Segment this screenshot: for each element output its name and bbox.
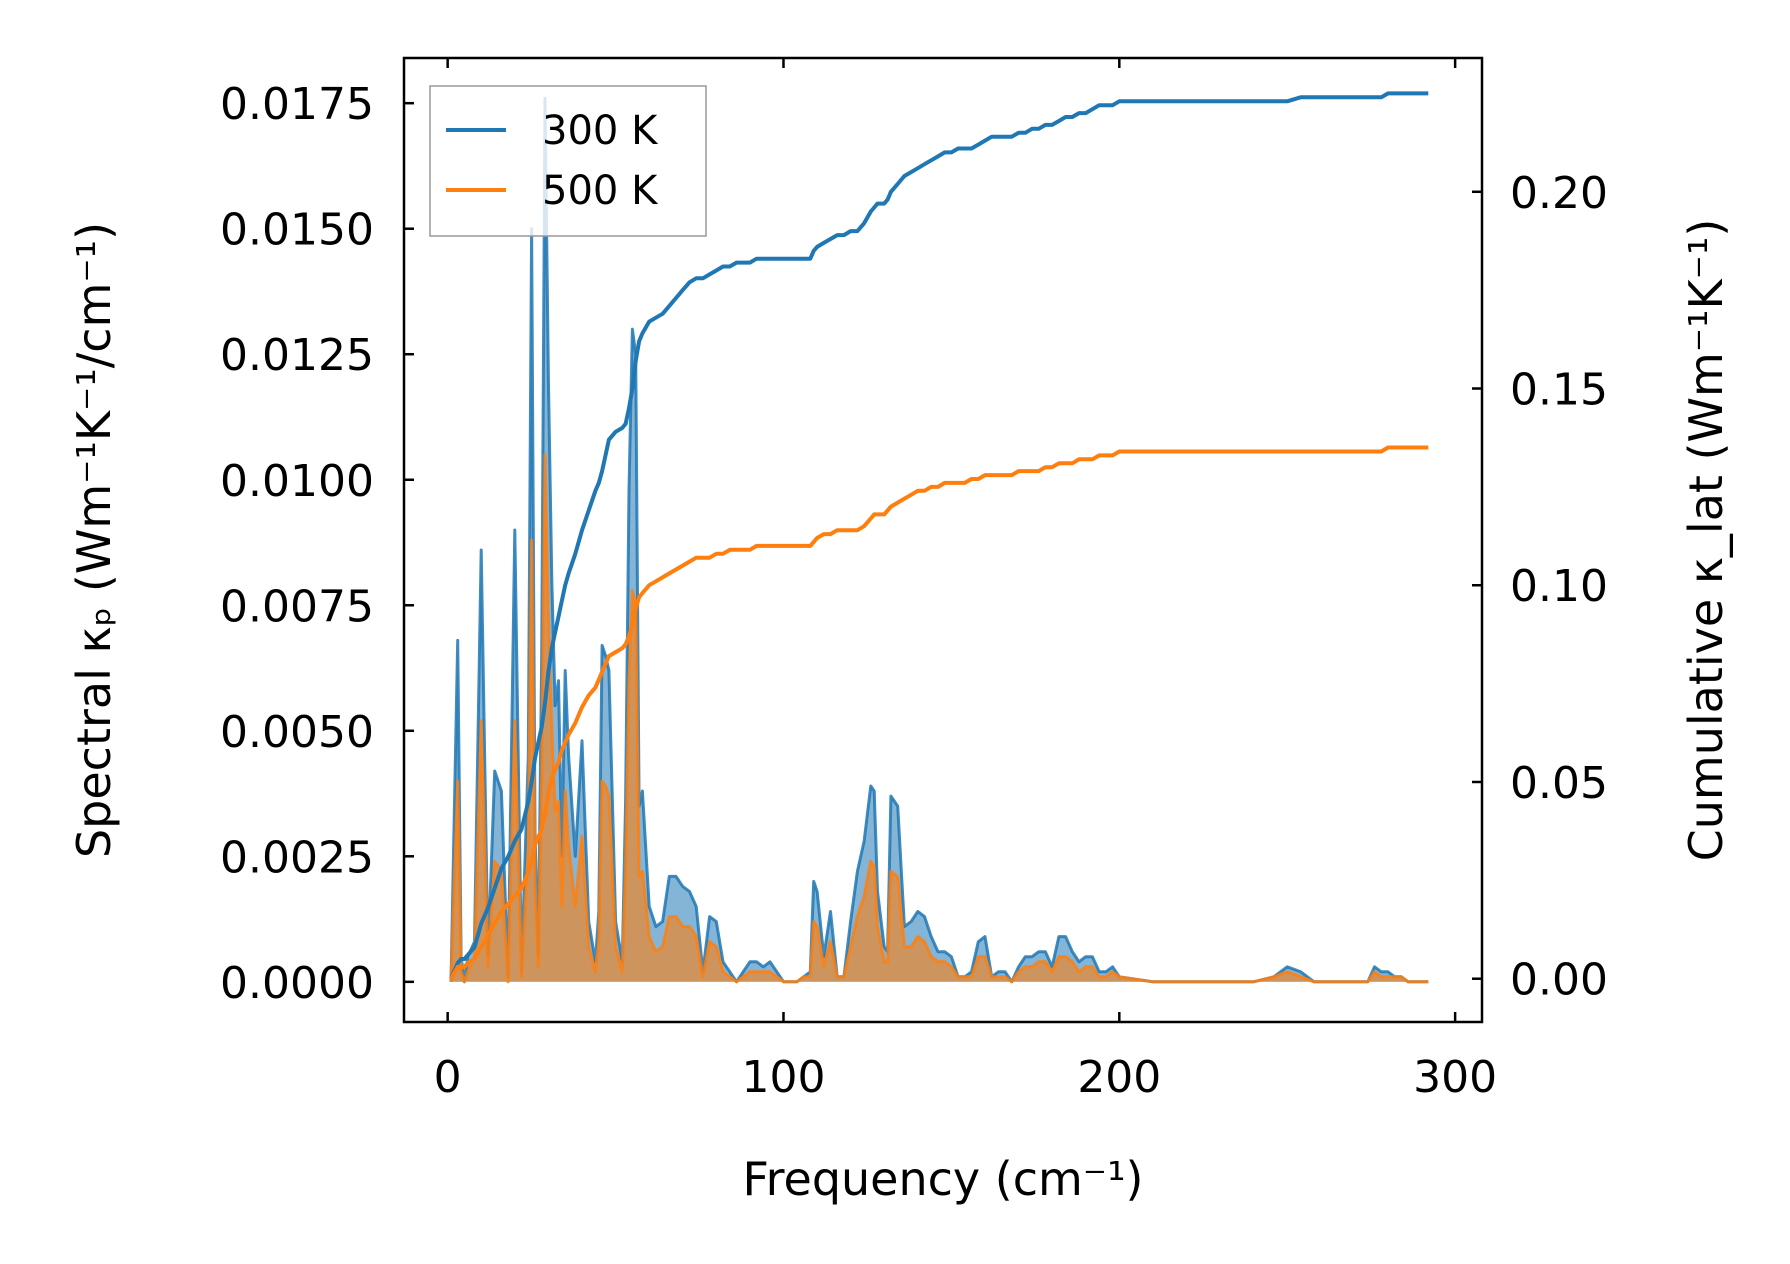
left-y-tick-label: 0.0175 [220, 79, 374, 130]
x-tick-label: 100 [741, 1052, 825, 1103]
legend: 300 K 500 K [429, 85, 707, 237]
left-y-tick-label: 0.0050 [220, 707, 374, 758]
left-y-tick-label: 0.0025 [220, 832, 374, 883]
x-tick-label: 300 [1413, 1052, 1497, 1103]
x-axis-ticks: 0 100 200 300 [434, 58, 1497, 1103]
legend-label-300k: 300 K [542, 108, 659, 154]
legend-box [429, 85, 707, 237]
plot-frame [402, 56, 1484, 1024]
legend-label-500k: 500 K [542, 168, 659, 214]
x-axis-label: Frequency (cm⁻¹) [743, 1152, 1144, 1206]
spectral-line-500k [449, 453, 1429, 984]
right-y-axis-ticks: 0.00 0.05 0.10 0.15 0.20 [1472, 168, 1608, 1006]
left-y-axis-ticks: 0.0000 0.0025 0.0050 0.0075 0.0100 0.0125 0.01… [220, 79, 414, 1009]
right-y-axis-label: Cumulative κ_lat (Wm⁻¹K⁻¹) [1679, 219, 1733, 862]
left-y-tick-label: 0.0150 [220, 205, 374, 256]
left-y-axis-label: Spectral κₚ (Wm⁻¹K⁻¹/cm⁻¹) [67, 222, 121, 858]
spectral-line-300k [449, 96, 1429, 984]
spectral-area-layer [449, 96, 1429, 984]
x-tick-label: 0 [434, 1052, 462, 1103]
left-y-tick-label: 0.0125 [220, 330, 374, 381]
left-y-tick-label: 0.0075 [220, 581, 374, 632]
cumulative-line-300k [449, 91, 1429, 980]
right-y-tick-label: 0.10 [1510, 561, 1608, 612]
cumulative-line-500k [449, 445, 1429, 980]
right-y-tick-label: 0.15 [1510, 365, 1608, 416]
spectral-area-500k [451, 454, 1429, 982]
right-y-tick-label: 0.00 [1510, 955, 1608, 1006]
right-y-tick-label: 0.20 [1510, 168, 1608, 219]
x-tick-label: 200 [1077, 1052, 1161, 1103]
line-layer [449, 91, 1429, 980]
left-y-tick-label: 0.0100 [220, 456, 374, 507]
left-y-tick-label: 0.0000 [220, 958, 374, 1009]
right-y-tick-label: 0.05 [1510, 758, 1608, 809]
